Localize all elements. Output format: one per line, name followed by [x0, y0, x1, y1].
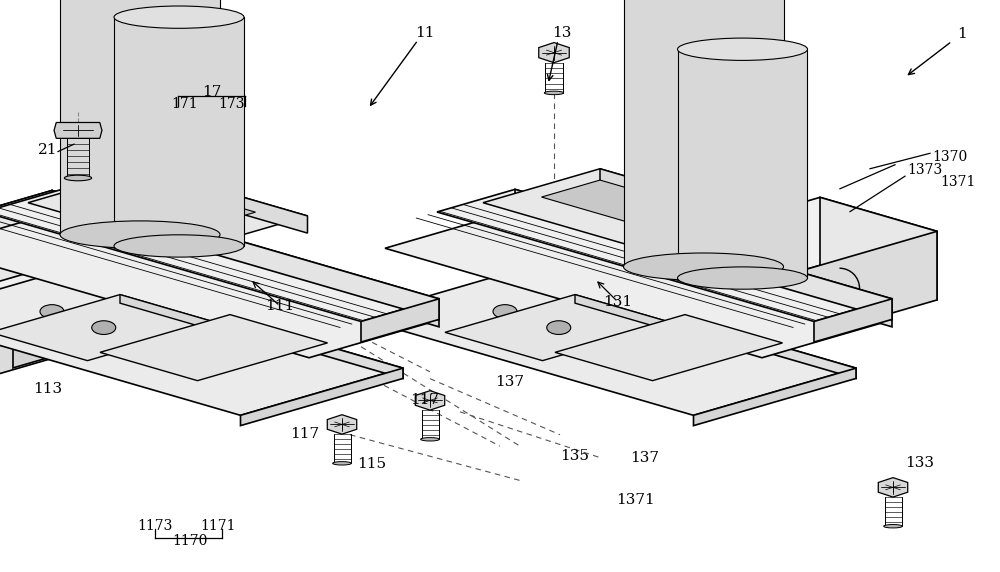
Polygon shape — [65, 270, 403, 379]
Text: 135: 135 — [560, 450, 590, 463]
Text: 1371: 1371 — [940, 175, 976, 189]
Circle shape — [588, 232, 608, 244]
Polygon shape — [437, 189, 892, 321]
Polygon shape — [646, 216, 763, 267]
Text: 117: 117 — [290, 427, 320, 440]
Circle shape — [656, 352, 680, 366]
Ellipse shape — [421, 438, 439, 441]
Polygon shape — [361, 299, 439, 342]
Polygon shape — [28, 246, 145, 331]
Text: 137: 137 — [496, 375, 524, 389]
Polygon shape — [555, 315, 783, 380]
Polygon shape — [385, 210, 892, 358]
Polygon shape — [575, 295, 672, 331]
Circle shape — [493, 305, 517, 319]
Polygon shape — [100, 315, 328, 380]
Polygon shape — [820, 197, 937, 300]
Polygon shape — [0, 246, 145, 327]
Polygon shape — [327, 415, 357, 434]
Polygon shape — [542, 180, 710, 229]
Polygon shape — [624, 0, 784, 267]
Polygon shape — [591, 236, 786, 368]
Circle shape — [40, 305, 64, 319]
Circle shape — [547, 321, 571, 335]
Polygon shape — [483, 169, 763, 250]
Polygon shape — [678, 49, 807, 278]
Polygon shape — [814, 299, 892, 342]
Polygon shape — [435, 190, 786, 292]
Polygon shape — [62, 210, 439, 327]
Circle shape — [202, 352, 226, 366]
Text: 131: 131 — [603, 295, 633, 309]
Text: 137: 137 — [631, 451, 660, 464]
Polygon shape — [120, 295, 218, 331]
Circle shape — [92, 321, 116, 335]
Text: 11: 11 — [415, 26, 435, 40]
Text: 1: 1 — [957, 27, 967, 41]
Polygon shape — [0, 210, 439, 358]
Text: 1373: 1373 — [907, 164, 943, 177]
Text: 1170: 1170 — [172, 534, 208, 547]
Polygon shape — [62, 189, 439, 319]
Polygon shape — [356, 270, 856, 415]
Polygon shape — [415, 391, 445, 410]
Text: 113: 113 — [33, 382, 63, 396]
Polygon shape — [0, 270, 403, 415]
Polygon shape — [28, 169, 308, 250]
Polygon shape — [658, 197, 937, 279]
Ellipse shape — [677, 38, 807, 61]
Polygon shape — [0, 190, 52, 323]
Polygon shape — [114, 17, 244, 246]
Polygon shape — [694, 368, 856, 426]
Text: 111: 111 — [265, 299, 295, 313]
Polygon shape — [0, 189, 439, 321]
Polygon shape — [145, 169, 308, 233]
Ellipse shape — [64, 175, 92, 181]
Text: 17: 17 — [202, 85, 222, 98]
Polygon shape — [0, 280, 145, 379]
Text: 1370: 1370 — [932, 150, 968, 164]
Polygon shape — [539, 42, 569, 63]
Text: 21: 21 — [38, 143, 58, 157]
Ellipse shape — [114, 235, 244, 257]
Polygon shape — [515, 189, 892, 319]
Text: 1371: 1371 — [616, 494, 654, 507]
Text: 171: 171 — [172, 97, 198, 111]
Polygon shape — [878, 478, 908, 497]
Text: 133: 133 — [906, 456, 934, 470]
Text: 1171: 1171 — [200, 519, 236, 533]
Polygon shape — [241, 368, 403, 426]
Text: 173: 173 — [219, 97, 245, 111]
Polygon shape — [13, 236, 208, 368]
Polygon shape — [774, 231, 937, 347]
Ellipse shape — [624, 253, 784, 280]
Ellipse shape — [114, 6, 244, 28]
Text: 115: 115 — [357, 458, 387, 471]
Text: 13: 13 — [552, 26, 572, 40]
Polygon shape — [86, 180, 256, 229]
Circle shape — [9, 232, 29, 244]
Ellipse shape — [544, 91, 564, 94]
Ellipse shape — [333, 462, 351, 465]
Polygon shape — [60, 0, 220, 235]
Polygon shape — [52, 190, 208, 311]
Text: 1173: 1173 — [137, 519, 173, 533]
Polygon shape — [630, 190, 786, 311]
Polygon shape — [600, 169, 763, 233]
Polygon shape — [518, 270, 856, 379]
Text: 117: 117 — [410, 394, 440, 407]
Ellipse shape — [884, 525, 902, 528]
Polygon shape — [0, 295, 218, 360]
Ellipse shape — [60, 221, 220, 248]
Polygon shape — [445, 295, 672, 360]
Polygon shape — [515, 210, 892, 327]
Polygon shape — [0, 190, 208, 292]
Polygon shape — [54, 122, 102, 138]
Ellipse shape — [677, 267, 807, 289]
